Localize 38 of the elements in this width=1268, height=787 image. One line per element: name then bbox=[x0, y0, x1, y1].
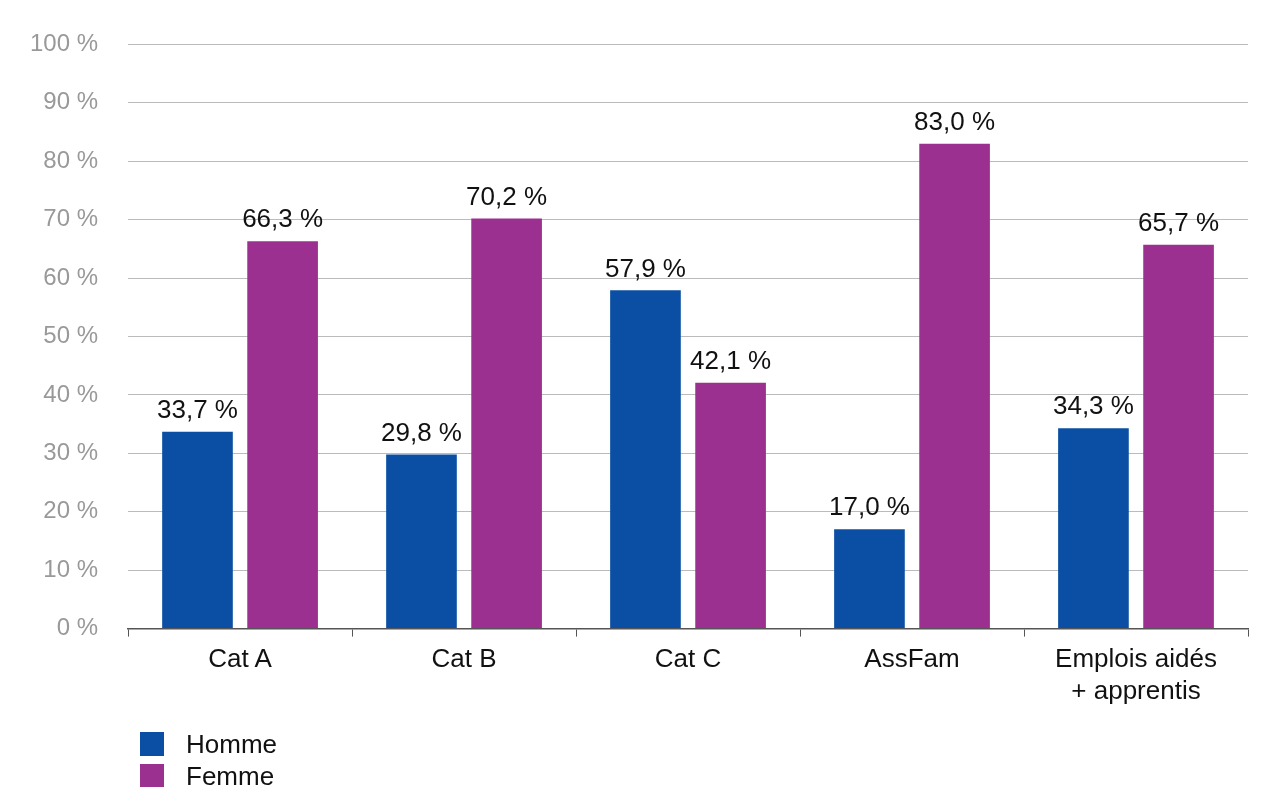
data-label: 65,7 % bbox=[1138, 206, 1220, 237]
data-label: 34,3 % bbox=[1052, 390, 1134, 421]
y-tick-label: 60 % bbox=[43, 262, 99, 290]
y-tick-label: 90 % bbox=[43, 87, 99, 115]
x-tick-label: Emplois aidés + apprentis bbox=[1055, 643, 1217, 705]
data-label: 83,0 % bbox=[914, 105, 996, 136]
bar bbox=[610, 290, 681, 629]
bar bbox=[1143, 244, 1214, 629]
bar bbox=[834, 529, 905, 629]
legend-label: Femme bbox=[186, 760, 275, 787]
y-tick-label: 80 % bbox=[43, 145, 99, 173]
data-label: 70,2 % bbox=[466, 180, 548, 211]
x-tick-label: Cat B bbox=[431, 643, 497, 674]
data-label: 66,3 % bbox=[242, 203, 324, 234]
bar bbox=[247, 241, 318, 629]
x-tick-label: AssFam bbox=[864, 643, 960, 674]
bar bbox=[471, 218, 542, 629]
data-label: 42,1 % bbox=[690, 344, 772, 375]
y-tick-label: 0 % bbox=[56, 613, 99, 641]
y-tick-label: 10 % bbox=[43, 554, 99, 582]
y-tick-label: 50 % bbox=[43, 321, 99, 349]
y-tick-label: 70 % bbox=[43, 204, 99, 232]
y-tick-label: 40 % bbox=[43, 379, 99, 407]
bar bbox=[695, 382, 766, 629]
y-tick-label: 30 % bbox=[43, 437, 99, 465]
x-tick-label: Cat A bbox=[208, 643, 273, 674]
data-label: 57,9 % bbox=[604, 252, 686, 283]
data-label: 17,0 % bbox=[828, 491, 910, 522]
bar bbox=[386, 454, 457, 629]
bar bbox=[1058, 428, 1129, 629]
bar bbox=[919, 143, 990, 629]
y-tick-label: 100 % bbox=[29, 29, 99, 57]
y-tick-label: 20 % bbox=[43, 496, 99, 524]
bar bbox=[162, 431, 233, 629]
data-label: 33,7 % bbox=[157, 393, 238, 424]
legend-label: Homme bbox=[186, 728, 278, 760]
x-tick-label: Cat C bbox=[654, 643, 722, 674]
data-label: 29,8 % bbox=[381, 416, 462, 447]
